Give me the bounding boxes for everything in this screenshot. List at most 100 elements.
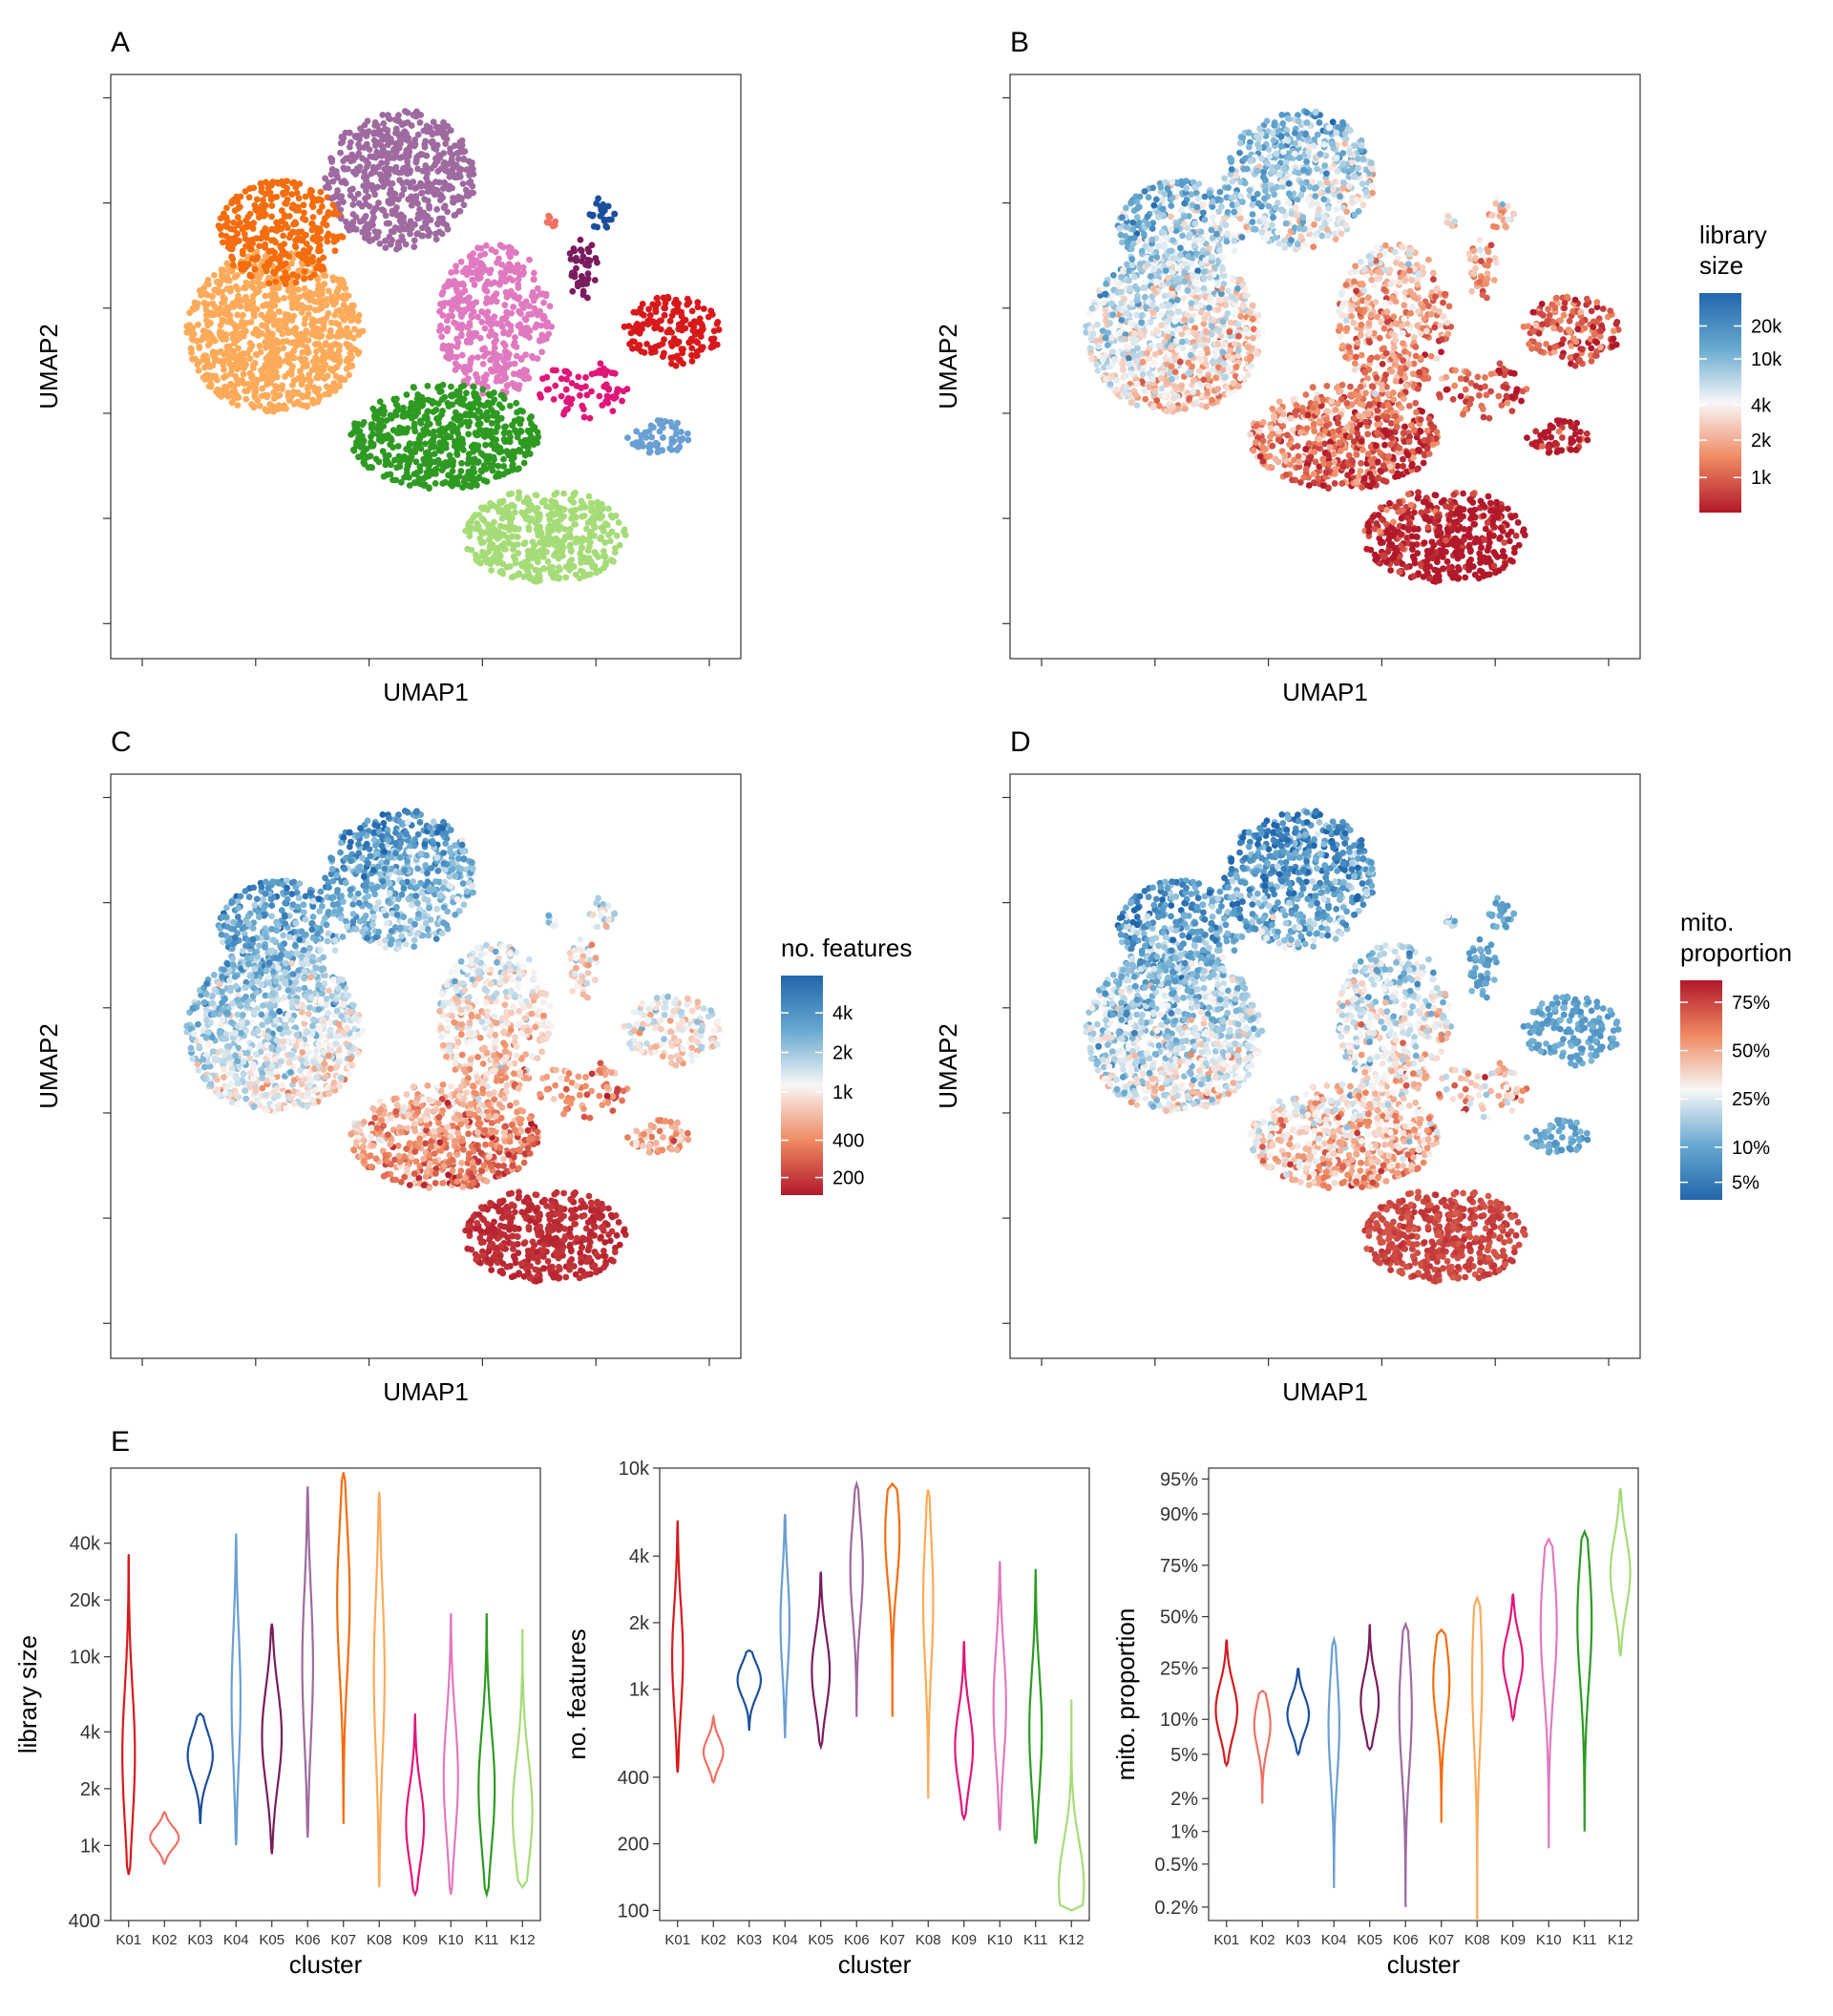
data-point xyxy=(317,297,325,304)
data-point xyxy=(458,321,466,328)
data-point xyxy=(1226,366,1233,372)
data-point xyxy=(516,368,523,376)
data-point xyxy=(1138,247,1146,255)
data-point xyxy=(242,293,249,301)
data-point xyxy=(1200,376,1208,384)
data-point xyxy=(1129,219,1137,226)
data-point xyxy=(368,463,374,471)
data-point xyxy=(251,265,259,273)
data-point xyxy=(526,517,534,525)
data-point xyxy=(375,228,382,236)
data-point xyxy=(252,388,260,395)
data-point xyxy=(573,535,580,542)
data-point xyxy=(1219,367,1227,373)
data-point xyxy=(530,269,537,277)
data-point xyxy=(498,514,506,522)
data-point xyxy=(362,182,369,190)
data-point xyxy=(526,256,533,263)
data-point xyxy=(673,446,681,453)
data-point xyxy=(1149,184,1157,192)
data-point xyxy=(329,277,337,284)
data-point xyxy=(393,204,400,211)
data-point xyxy=(604,399,612,407)
data-point xyxy=(494,423,501,430)
data-point xyxy=(531,541,538,549)
data-point xyxy=(322,341,328,348)
data-point xyxy=(645,317,652,325)
data-point xyxy=(503,382,511,389)
data-point xyxy=(710,327,718,335)
data-point xyxy=(298,381,306,388)
data-point xyxy=(1195,368,1203,375)
data-point xyxy=(387,200,393,207)
data-point xyxy=(1220,215,1228,222)
data-point xyxy=(538,336,546,344)
data-point xyxy=(223,384,231,391)
data-point xyxy=(524,427,532,434)
data-point xyxy=(613,532,621,539)
data-point xyxy=(501,347,509,355)
data-point xyxy=(239,247,246,255)
data-point xyxy=(258,183,265,191)
data-point xyxy=(379,111,387,118)
data-point xyxy=(1214,306,1222,313)
data-point xyxy=(269,290,277,298)
data-point xyxy=(414,409,422,416)
data-point xyxy=(1206,189,1213,197)
data-point xyxy=(492,248,499,256)
data-point xyxy=(680,346,686,353)
data-point xyxy=(317,247,324,254)
data-point xyxy=(245,194,253,201)
data-point xyxy=(1359,201,1367,209)
data-point xyxy=(353,422,361,430)
data-point xyxy=(290,388,298,395)
data-point xyxy=(200,364,208,371)
data-point xyxy=(477,539,485,547)
data-point xyxy=(315,196,323,202)
data-point xyxy=(202,311,210,319)
data-point xyxy=(482,300,490,306)
data-point xyxy=(321,215,328,222)
data-point xyxy=(484,506,491,514)
data-point xyxy=(232,329,239,337)
data-point xyxy=(1104,342,1111,349)
data-point xyxy=(232,283,240,290)
data-point xyxy=(387,441,394,449)
data-point xyxy=(664,293,671,301)
data-point xyxy=(421,140,429,148)
data-point xyxy=(567,495,575,503)
data-point xyxy=(1118,288,1125,296)
data-point xyxy=(292,220,300,227)
data-point xyxy=(521,539,529,546)
data-point xyxy=(519,263,527,271)
data-point xyxy=(697,327,705,334)
data-point xyxy=(290,400,298,408)
data-point xyxy=(579,544,586,552)
data-point xyxy=(1130,273,1138,281)
data-point xyxy=(1108,300,1116,307)
data-point xyxy=(449,312,456,320)
data-point xyxy=(640,321,646,328)
data-point xyxy=(324,238,331,245)
data-point xyxy=(1158,375,1165,382)
data-point xyxy=(251,201,259,209)
data-point xyxy=(649,301,657,308)
data-point xyxy=(1209,358,1216,366)
data-point xyxy=(488,281,495,287)
data-point xyxy=(1254,350,1261,357)
data-point xyxy=(685,436,692,444)
data-point xyxy=(341,165,348,173)
data-point xyxy=(639,301,646,307)
data-point xyxy=(308,226,316,234)
data-point xyxy=(496,568,504,576)
data-point xyxy=(313,374,320,382)
data-point xyxy=(578,559,584,566)
data-point xyxy=(377,407,385,413)
data-point xyxy=(219,288,225,296)
data-point xyxy=(333,307,341,315)
data-point xyxy=(1121,389,1128,397)
data-point xyxy=(633,428,641,435)
data-point xyxy=(272,356,280,363)
data-point xyxy=(470,514,477,520)
data-point xyxy=(304,403,310,410)
